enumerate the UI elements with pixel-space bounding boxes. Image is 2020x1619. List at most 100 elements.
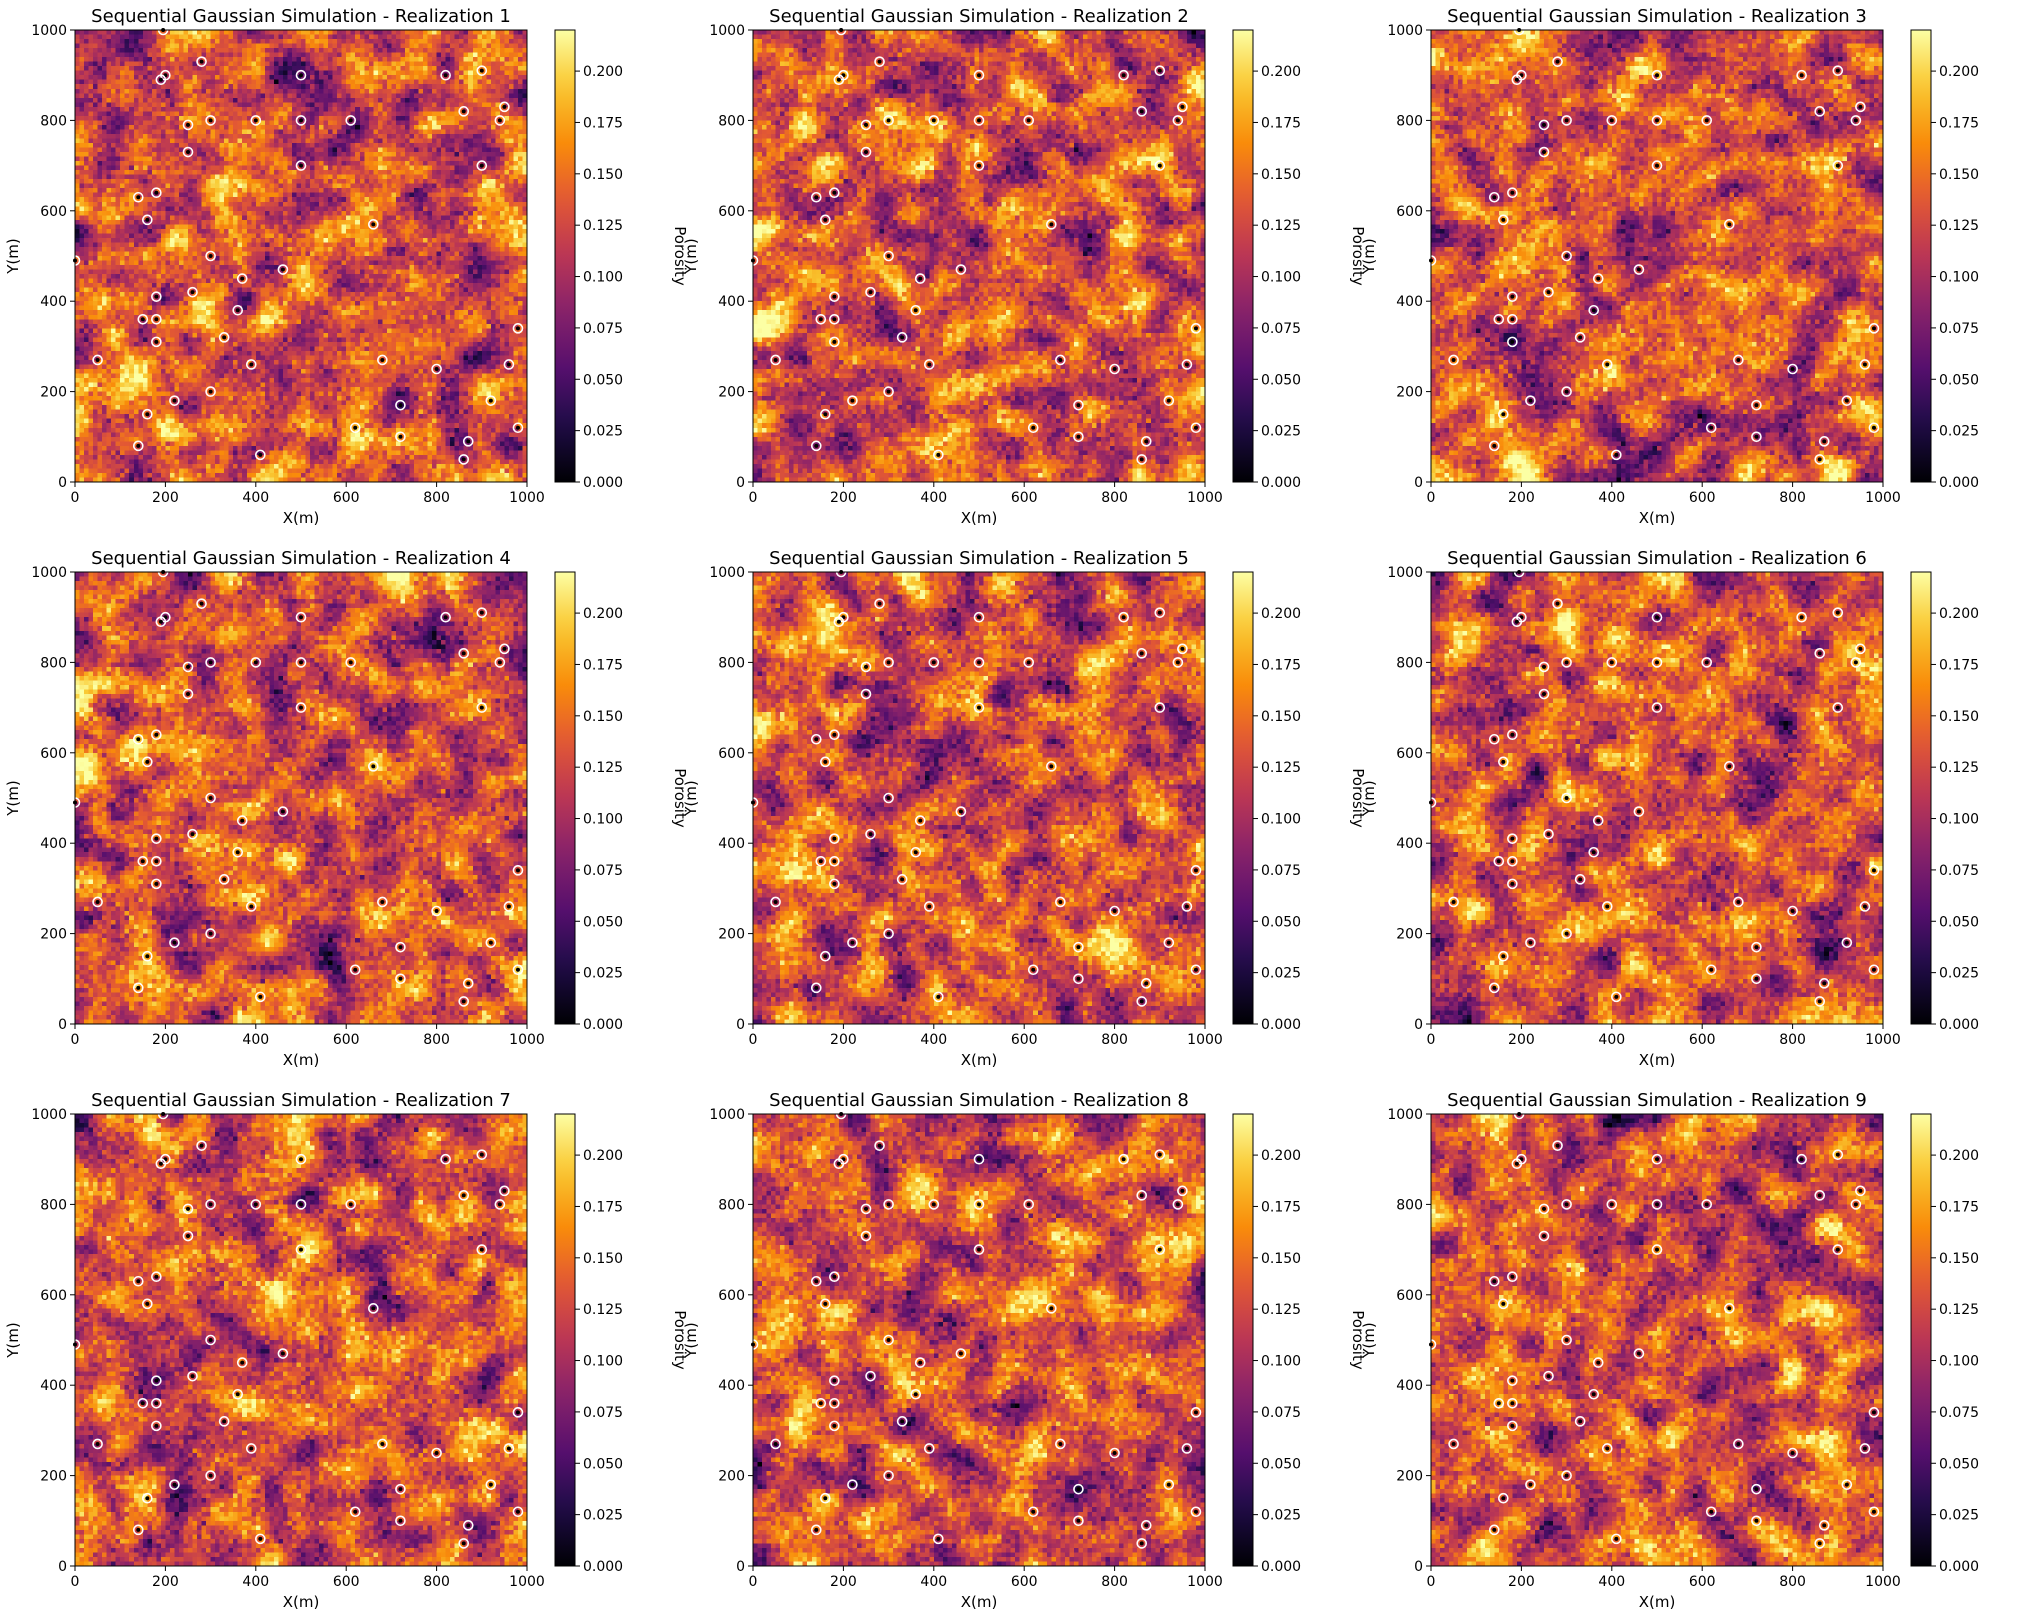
well-marker: [1850, 115, 1862, 126]
y-tick-label: 600: [1396, 1288, 1423, 1304]
well-marker: [92, 354, 103, 366]
well-marker-center: [515, 967, 520, 972]
well-marker-center: [1578, 335, 1583, 340]
well-marker-center: [1862, 362, 1867, 367]
well-marker-center: [1510, 1378, 1515, 1383]
well-marker: [1543, 1370, 1554, 1382]
well-marker: [1751, 973, 1762, 985]
well-marker: [1733, 896, 1744, 908]
well-marker: [1109, 905, 1120, 917]
well-marker: [1552, 56, 1563, 67]
x-tick-label: 0: [749, 1032, 758, 1048]
well-marker-center: [398, 976, 403, 981]
well-marker-center: [1184, 362, 1189, 367]
well-marker: [1498, 950, 1509, 962]
well-marker: [92, 896, 103, 908]
x-tick-label: 0: [71, 490, 80, 506]
x-tick-label: 400: [920, 490, 947, 506]
well-marker-center: [398, 1518, 403, 1523]
well-marker: [1588, 304, 1600, 316]
well-marker-center: [977, 163, 981, 168]
well-marker: [245, 1443, 257, 1454]
well-marker: [923, 901, 935, 912]
panel-title: Sequential Gaussian Simulation - Realiza…: [769, 6, 1189, 27]
well-marker-center: [1157, 610, 1162, 615]
well-marker: [820, 1492, 831, 1504]
well-marker: [458, 996, 470, 1007]
well-marker: [1561, 386, 1572, 397]
well-marker-center: [1049, 764, 1054, 769]
colorbar-tick-label: 0.075: [1939, 321, 1979, 337]
panel-5: Sequential Gaussian Simulation - Realiza…: [682, 548, 1367, 1069]
well-marker: [151, 1420, 162, 1432]
well-marker: [368, 761, 379, 772]
well-marker: [1498, 214, 1509, 226]
well-marker: [1751, 1515, 1762, 1527]
well-marker: [151, 1397, 162, 1409]
well-marker: [1046, 219, 1057, 230]
well-marker: [865, 828, 876, 840]
well-marker: [277, 1348, 289, 1359]
well-marker: [1841, 395, 1853, 406]
well-marker: [295, 115, 307, 126]
well-marker: [833, 616, 845, 628]
well-marker-center: [823, 1301, 828, 1306]
x-tick-label: 400: [1598, 1574, 1625, 1590]
x-tick-label: 200: [1508, 490, 1535, 506]
colorbar-tick-label: 0.200: [1261, 606, 1301, 622]
well-marker-center: [479, 705, 484, 710]
well-marker-center: [927, 1446, 932, 1451]
well-marker: [151, 1375, 162, 1386]
well-marker-center: [1835, 1247, 1840, 1252]
well-marker: [1538, 119, 1550, 131]
colorbar-label: Porosity: [1349, 226, 1367, 286]
well-marker-center: [958, 809, 963, 814]
x-tick-label: 200: [1508, 1574, 1535, 1590]
well-marker-center: [461, 651, 466, 656]
well-marker-center: [1614, 994, 1619, 999]
well-marker: [1190, 964, 1202, 976]
well-marker: [847, 1479, 858, 1490]
well-marker: [1073, 399, 1084, 411]
colorbar-tick-label: 0.175: [583, 1199, 623, 1215]
well-marker-center: [1655, 1247, 1659, 1252]
well-marker-center: [190, 832, 195, 837]
well-marker: [933, 449, 944, 461]
x-tick-label: 800: [423, 1574, 450, 1590]
well-marker-center: [461, 457, 466, 462]
well-marker-center: [1112, 909, 1117, 913]
well-marker-center: [886, 254, 891, 258]
well-marker-center: [1514, 1161, 1519, 1166]
well-marker: [1507, 1271, 1518, 1283]
plot-frame: [74, 1113, 528, 1567]
well-marker-center: [136, 1279, 141, 1284]
well-marker: [232, 846, 244, 858]
well-marker-center: [199, 59, 204, 64]
well-marker: [151, 336, 162, 348]
y-tick-label: 800: [1396, 655, 1423, 671]
colorbar: 0.000 0.025 0.050 0.075 0.100 0.125 0.150 0.175…: [1910, 571, 1979, 1033]
well-marker-center: [208, 931, 213, 936]
well-marker-center: [1058, 1441, 1063, 1446]
panel-9: Sequential Gaussian Simulation - Realiza…: [1360, 1090, 1979, 1611]
well-marker: [245, 359, 257, 370]
well-marker: [860, 661, 872, 673]
colorbar-tick-label: 0.025: [1939, 424, 1979, 440]
well-marker: [1507, 1375, 1518, 1386]
colorbar-tick-label: 0.125: [1261, 1302, 1301, 1318]
well-marker-center: [172, 1482, 177, 1487]
well-marker: [205, 792, 216, 804]
x-tick-label: 800: [423, 1032, 450, 1048]
well-marker-center: [136, 985, 141, 990]
panel-title: Sequential Gaussian Simulation - Realiza…: [769, 1090, 1189, 1111]
well-marker-center: [1564, 1473, 1569, 1478]
x-axis-label: X(m): [1639, 1593, 1676, 1611]
well-marker: [933, 991, 944, 1003]
well-marker-center: [1853, 660, 1858, 665]
x-axis-label: X(m): [961, 1593, 998, 1611]
well-marker-center: [299, 660, 303, 665]
well-marker-center: [936, 994, 941, 999]
well-marker: [368, 1303, 379, 1314]
x-tick-label: 0: [1427, 490, 1436, 506]
well-marker-center: [1546, 832, 1551, 837]
